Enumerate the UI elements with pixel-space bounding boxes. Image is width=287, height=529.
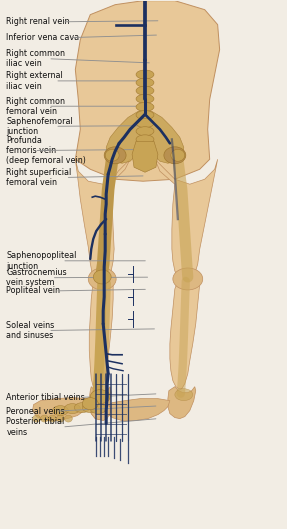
Ellipse shape [57,415,64,422]
Ellipse shape [136,86,154,95]
Polygon shape [168,387,196,418]
Ellipse shape [164,147,186,164]
Polygon shape [170,279,200,389]
Polygon shape [106,399,170,421]
Polygon shape [32,398,110,421]
Text: Right external
iliac vein: Right external iliac vein [6,71,63,90]
Text: Anterior tibial veins: Anterior tibial veins [6,393,85,402]
Text: Right common
iliac vein: Right common iliac vein [6,49,65,68]
Text: Profunda
femoris vein
(deep femoral vein): Profunda femoris vein (deep femoral vein… [6,135,86,166]
Ellipse shape [90,404,106,414]
Text: Popliteal vein: Popliteal vein [6,286,60,295]
Text: Saphenofemoral
junction: Saphenofemoral junction [6,116,73,136]
Ellipse shape [74,403,90,413]
Text: Gastrocnemius
vein system: Gastrocnemius vein system [6,268,67,287]
Text: Posterior tibial
veins: Posterior tibial veins [6,417,65,437]
Ellipse shape [136,78,154,87]
Ellipse shape [136,111,154,120]
Ellipse shape [136,94,154,103]
Ellipse shape [175,389,193,400]
Ellipse shape [105,149,119,161]
Ellipse shape [136,127,154,136]
Ellipse shape [104,147,126,164]
Ellipse shape [93,270,111,284]
Ellipse shape [40,415,49,422]
Ellipse shape [64,415,72,422]
Text: Peroneal veins: Peroneal veins [6,407,65,416]
Polygon shape [75,1,220,181]
Ellipse shape [82,398,98,409]
Text: Saphenopopliteal
junction: Saphenopopliteal junction [6,251,77,270]
Text: Right superficial
femoral vein: Right superficial femoral vein [6,168,72,187]
Ellipse shape [88,268,116,290]
Text: Inferior vena cava: Inferior vena cava [6,33,79,42]
Text: Right renal vein: Right renal vein [6,17,70,26]
Polygon shape [89,387,111,419]
Ellipse shape [136,103,154,112]
Polygon shape [155,159,218,281]
Ellipse shape [53,406,68,416]
Ellipse shape [90,390,110,404]
Ellipse shape [173,268,203,290]
Ellipse shape [171,149,185,161]
Polygon shape [132,141,158,172]
Text: Soleal veins
and sinuses: Soleal veins and sinuses [6,321,55,340]
Polygon shape [89,279,113,389]
Ellipse shape [49,415,57,422]
Text: Right common
femoral vein: Right common femoral vein [6,96,65,116]
Ellipse shape [136,135,154,144]
Polygon shape [145,110,184,163]
Ellipse shape [32,415,40,422]
Ellipse shape [64,404,80,414]
Ellipse shape [136,70,154,79]
Polygon shape [106,110,145,163]
Ellipse shape [136,118,154,127]
Polygon shape [75,159,130,281]
Ellipse shape [82,403,98,413]
